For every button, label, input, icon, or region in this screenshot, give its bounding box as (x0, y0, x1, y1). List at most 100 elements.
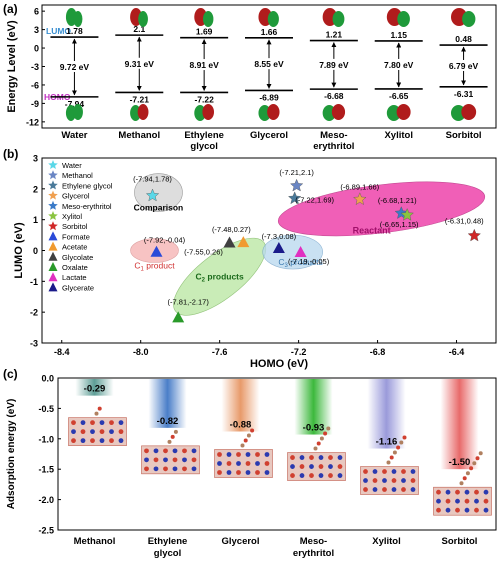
legend-entry: Acetate (62, 243, 87, 252)
atom (144, 457, 149, 463)
atom (172, 448, 178, 454)
category-label: Xylitol (384, 130, 413, 141)
atom (318, 455, 324, 460)
orbital-lobe (267, 11, 279, 27)
atom (163, 466, 168, 472)
point-label: (-7.22,1.69) (295, 195, 334, 204)
atom (245, 452, 251, 457)
lumo-value: 1.15 (390, 30, 407, 40)
molecule-column: 1.66 -6.89 8.55 eV (245, 8, 293, 121)
point-label: (-7.21,2.1) (279, 168, 314, 177)
y-tick-label: -2.5 (38, 526, 54, 536)
point-glycolate (223, 236, 236, 248)
point-ethylene-glycol (288, 191, 302, 205)
atom (264, 452, 270, 457)
atom (255, 470, 260, 475)
atom (226, 470, 232, 475)
legend-marker (48, 262, 58, 271)
atom (163, 448, 168, 454)
legend-entry: Sorbitol (62, 222, 88, 231)
legend-entry: Lactate (62, 273, 87, 282)
category-label: Meso- (320, 130, 347, 141)
legend-entry: Glycerol (62, 192, 90, 201)
atom (245, 470, 251, 475)
catalyst-surface-icon (141, 429, 200, 475)
atom (445, 498, 451, 504)
homo-value: -7.94 (65, 99, 85, 109)
y-tick-label: -1.5 (38, 465, 54, 475)
atom (328, 473, 333, 478)
legend-marker (48, 160, 58, 169)
catalyst-surface-icon (214, 428, 273, 478)
c3-ellipse (262, 234, 323, 270)
gap-value: 6.79 eV (449, 61, 479, 71)
atom (436, 489, 441, 495)
homo-orbital-icon (322, 104, 346, 121)
orbital-lobe (137, 104, 149, 120)
homo-value: -6.68 (324, 91, 344, 101)
gap-label-bg (185, 59, 224, 71)
orbital-lobe (462, 11, 476, 27)
gap-value: 9.72 eV (60, 62, 90, 72)
bar-value-label: -0.88 (230, 420, 252, 431)
legend-marker (48, 200, 58, 210)
y-tick-label: 3 (33, 154, 38, 164)
category-label: Ethylene (148, 536, 188, 547)
lumo-value: 1.78 (66, 26, 83, 36)
category-label: glycol (190, 141, 217, 152)
orbital-lobe (461, 104, 477, 120)
atom (391, 478, 397, 483)
y-tick-label: -6 (31, 80, 39, 90)
point-methanol (290, 178, 304, 192)
y-tick-label: 0.0 (41, 374, 54, 384)
atom (80, 429, 86, 435)
y-tick-label: -2 (30, 308, 38, 318)
y-tick-label: -1.0 (38, 434, 54, 444)
legend-marker (48, 272, 58, 282)
homo-orbital-icon (258, 104, 280, 121)
atom (363, 469, 368, 474)
adsorbate-atom (173, 429, 178, 434)
adsorbate-atom (250, 428, 255, 433)
atom (217, 461, 222, 466)
atom (309, 455, 314, 460)
legend-entry: Glycolate (62, 253, 93, 262)
category-label: glycol (154, 548, 181, 559)
adsorbate-atom (313, 446, 318, 451)
atom (182, 457, 187, 463)
adsorbate-atom (386, 460, 391, 465)
molecule-column: 1.69 -7.22 8.91 eV (180, 8, 229, 121)
panel-b-homo-lumo-scatter: -8.4 -8.0 -7.6 -7.2 -6.8 -6.4 -3 -2 -1 0 1 2 3 HOMO (… (13, 154, 497, 370)
gap-value: 9.31 eV (125, 59, 155, 69)
atom (455, 498, 460, 504)
adsorbate-atom (459, 481, 464, 486)
point-lactate (294, 246, 307, 258)
orbital-lobe (138, 11, 148, 27)
atom (71, 438, 76, 444)
homo-value: -6.31 (454, 89, 474, 99)
atom (172, 457, 178, 463)
point-label: (-7.3,0.08) (262, 232, 297, 241)
x-tick-label: -7.6 (212, 347, 228, 357)
atom (372, 487, 378, 492)
orbital-lobe (73, 11, 83, 27)
legend-entry: Meso-erythritol (62, 202, 112, 211)
orbital-lobe (202, 11, 214, 27)
legend-entry: Ethylene glycol (62, 181, 113, 190)
y-axis-label: LUMO (eV) (13, 222, 25, 279)
adsorbate-atom (170, 434, 175, 439)
catalyst-surface-icon (287, 426, 346, 481)
atom (264, 470, 270, 475)
category-label: Sorbitol (446, 130, 482, 141)
legend-marker (48, 231, 58, 241)
atom (401, 469, 406, 474)
adsorbate-atom (475, 456, 480, 461)
legend-marker (48, 190, 58, 200)
atom (372, 478, 378, 483)
adsorbate-atom (246, 433, 251, 438)
adsorbate-atom (326, 426, 331, 431)
y-tick-label: -3 (31, 62, 39, 72)
y-axis-label: Energy Level (eV) (6, 20, 18, 113)
